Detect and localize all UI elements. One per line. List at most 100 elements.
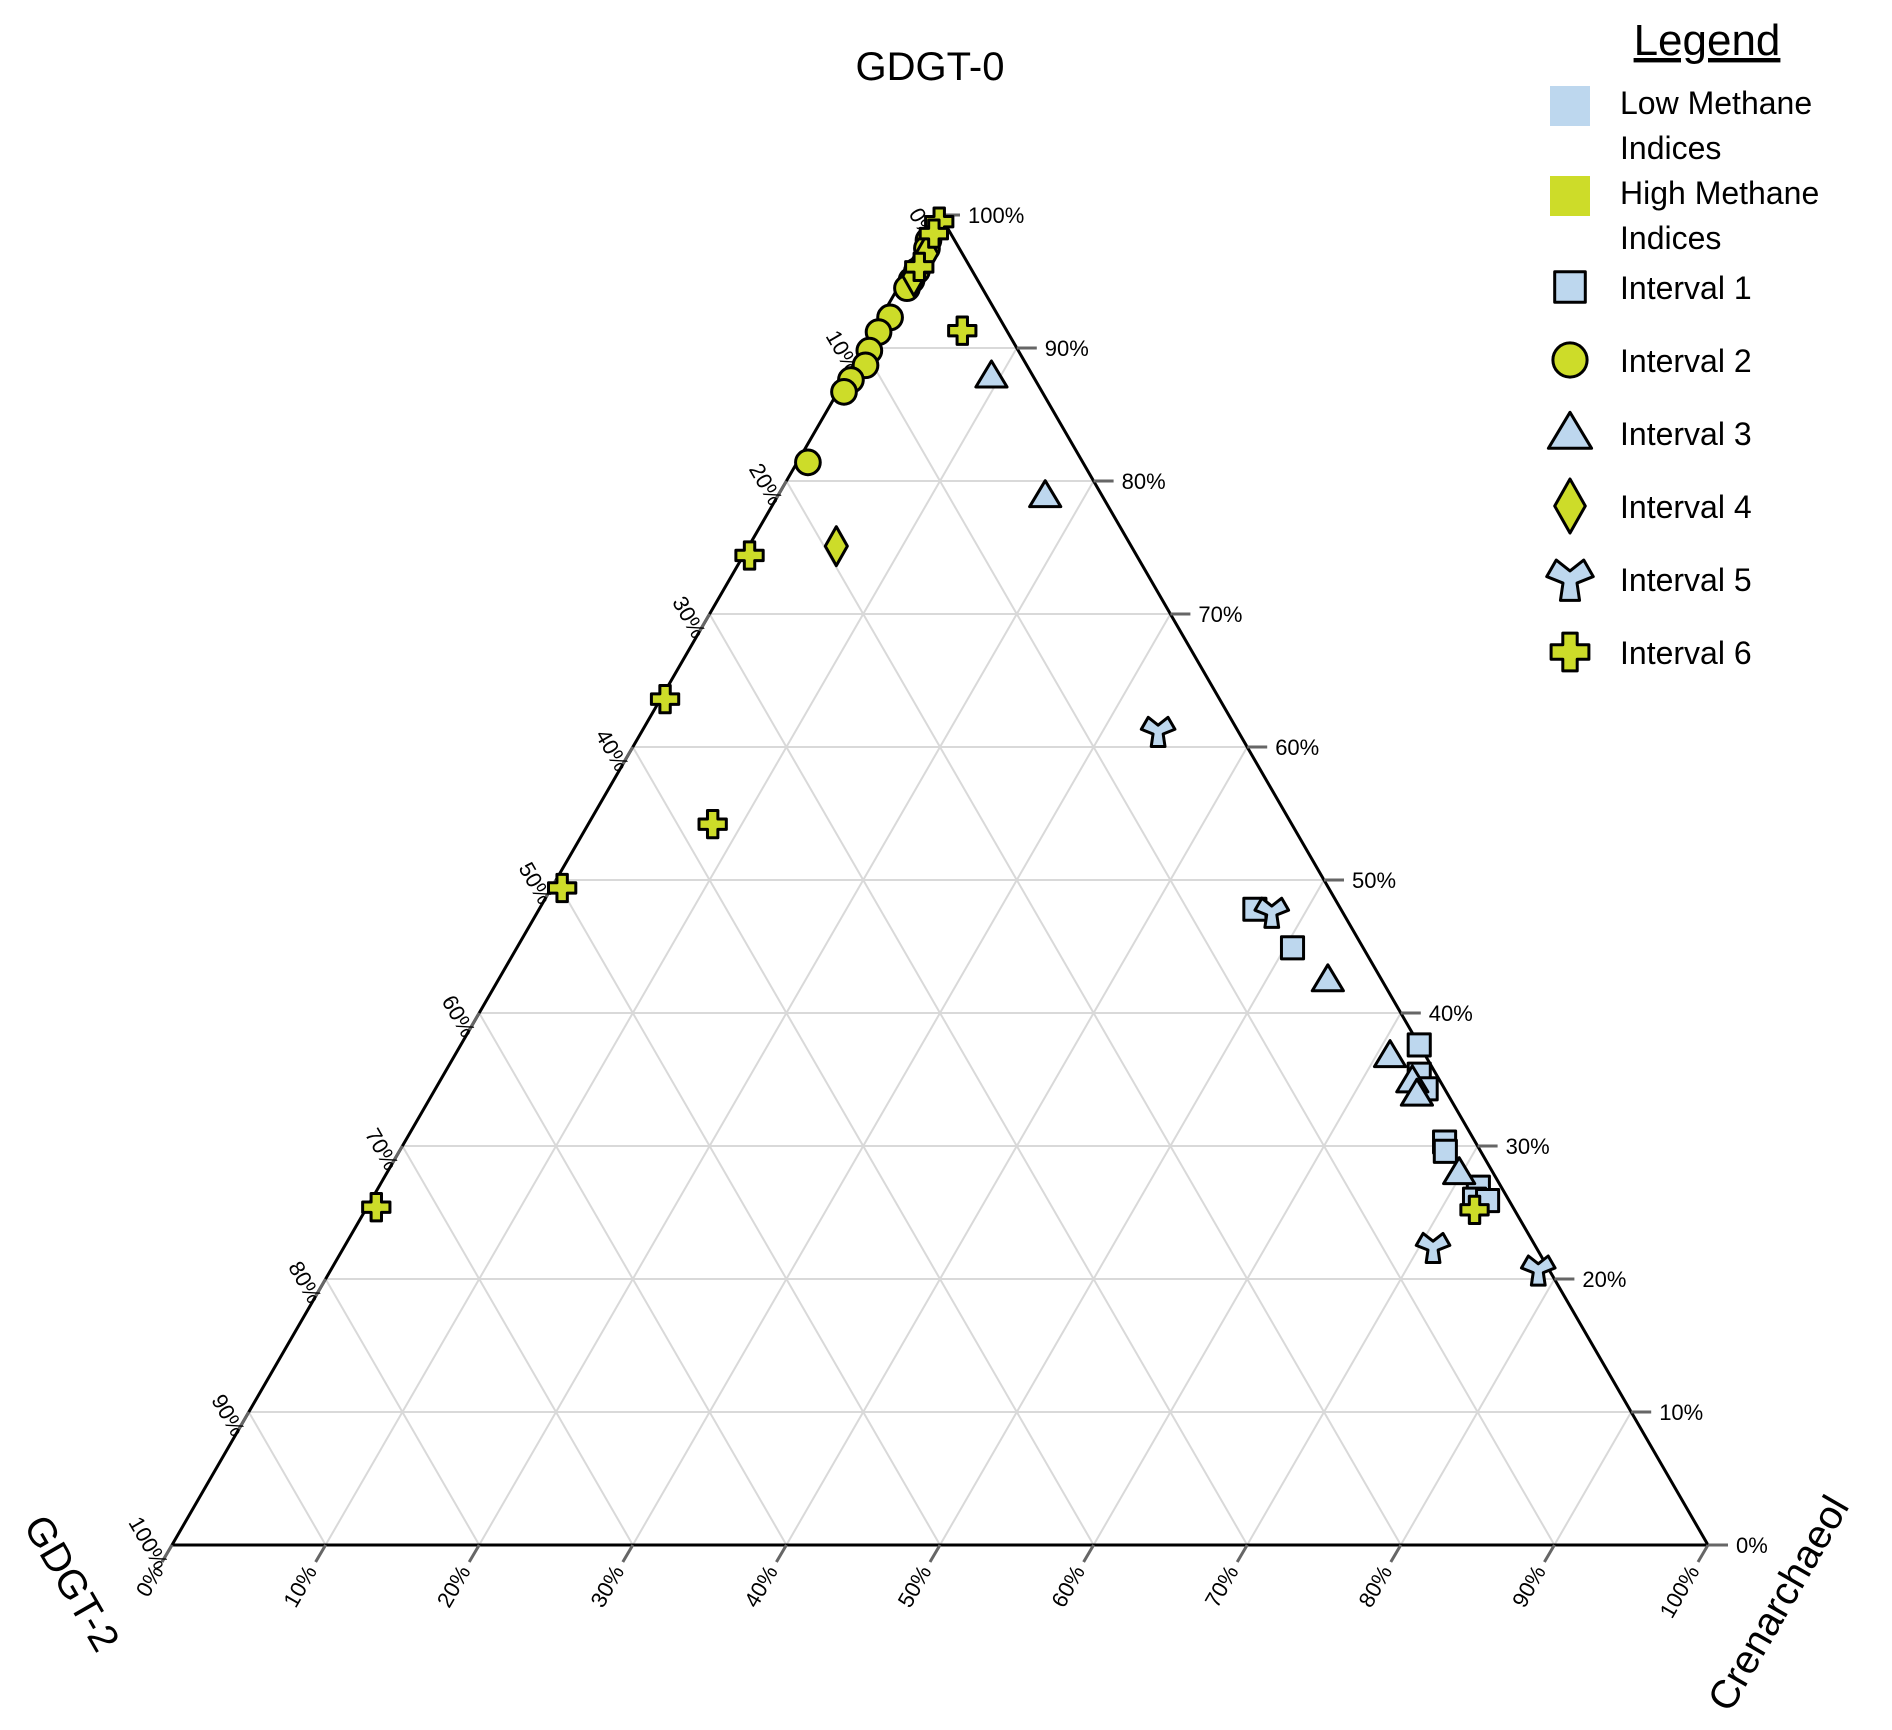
tick-label-crenarchaeol: 30% — [585, 1561, 629, 1612]
tick-label-gdgt0: 30% — [1506, 1134, 1550, 1159]
data-point-interval-2 — [830, 378, 858, 406]
tick-gdgt2 — [467, 1012, 481, 1031]
data-point-interval-6 — [649, 683, 681, 715]
legend-title: Legend — [1634, 16, 1781, 65]
data-point-interval-5 — [1139, 715, 1177, 748]
tick-label-gdgt2: 40% — [590, 725, 634, 776]
data-point-interval-6 — [1459, 1194, 1490, 1225]
tick-crenarchaeol — [621, 1544, 635, 1563]
legend-marker — [1549, 631, 1591, 673]
tick-label-gdgt2: 70% — [360, 1124, 404, 1175]
axis-title-gdgt0: GDGT-0 — [856, 45, 1005, 89]
legend-label: Interval 2 — [1620, 343, 1752, 379]
data-point-interval-3 — [1399, 1077, 1435, 1107]
tick-label-gdgt2: 30% — [667, 592, 711, 643]
tick-gdgt2 — [391, 1145, 404, 1164]
data-point-interval-6 — [904, 251, 935, 283]
data-point-interval-1 — [1279, 935, 1306, 961]
tick-crenarchaeol — [1082, 1544, 1095, 1563]
data-points — [361, 206, 1557, 1287]
grid-line-crenarchaeol — [1553, 1411, 1633, 1546]
axis-title-crenarchaeol: Crenarchaeol — [1700, 1489, 1858, 1719]
tick-crenarchaeol — [775, 1544, 788, 1563]
data-point-interval-3 — [1028, 479, 1063, 509]
legend-marker — [1546, 410, 1594, 450]
tick-label-gdgt0: 90% — [1045, 336, 1089, 361]
tick-label-crenarchaeol: 10% — [278, 1561, 322, 1612]
tick-label-crenarchaeol: 70% — [1200, 1561, 1244, 1612]
tick-crenarchaeol — [1696, 1544, 1710, 1563]
legend-label: Indices — [1620, 220, 1721, 256]
data-point-interval-1 — [1432, 1138, 1458, 1164]
tick-label-gdgt0: 40% — [1429, 1001, 1473, 1026]
data-point-interval-3 — [1310, 963, 1345, 993]
legend-marker — [1551, 341, 1589, 379]
data-point-interval-5 — [1519, 1254, 1557, 1287]
legend-marker — [1553, 270, 1587, 304]
grid-line-crenarchaeol — [939, 879, 1325, 1546]
tick-gdgt2 — [698, 613, 711, 632]
legend-marker — [1553, 477, 1587, 535]
tick-label-gdgt2: 90% — [206, 1390, 250, 1441]
tick-label-gdgt2: 60% — [437, 991, 481, 1042]
grid-line-crenarchaeol — [1246, 1145, 1479, 1546]
tick-crenarchaeol — [928, 1544, 942, 1563]
tick-crenarchaeol — [1235, 1544, 1249, 1563]
grid-lines — [247, 347, 1633, 1546]
data-point-interval-2 — [794, 448, 822, 477]
tick-crenarchaeol — [314, 1544, 327, 1563]
legend-label: Indices — [1620, 130, 1721, 166]
tick-marks — [160, 213, 1728, 1563]
tick-crenarchaeol — [1543, 1544, 1556, 1563]
data-point-interval-1 — [1406, 1032, 1432, 1058]
data-point-interval-3 — [1442, 1156, 1477, 1186]
tick-label-gdgt0: 10% — [1659, 1400, 1703, 1425]
tick-label-gdgt0: 20% — [1582, 1267, 1626, 1292]
grid-line-gdgt2 — [401, 1145, 634, 1546]
tick-label-gdgt0: 0% — [1736, 1533, 1768, 1558]
legend: Legend Low Methane Indices High Methane Ind… — [1545, 16, 1819, 673]
grid-line-gdgt2 — [708, 613, 1249, 1546]
tick-gdgt2 — [775, 480, 788, 499]
data-point-interval-6 — [546, 872, 578, 904]
tick-crenarchaeol — [467, 1544, 481, 1563]
grid-line-crenarchaeol — [1399, 1278, 1556, 1546]
tick-label-gdgt0: 50% — [1352, 868, 1396, 893]
grid-line-crenarchaeol — [1092, 1012, 1402, 1546]
tick-label-crenarchaeol: 100% — [1655, 1561, 1705, 1622]
legend-label: Interval 5 — [1620, 562, 1752, 598]
legend-label: Low Methane — [1620, 85, 1812, 121]
tick-gdgt2 — [314, 1278, 327, 1297]
data-point-interval-3 — [974, 359, 1009, 389]
axis-title-gdgt2: GDGT-2 — [15, 1508, 128, 1659]
data-point-interval-4 — [823, 525, 849, 568]
legend-label: Interval 3 — [1620, 416, 1752, 452]
data-point-interval-6 — [947, 315, 978, 346]
data-point-interval-6 — [734, 540, 765, 571]
legend-label: Interval 6 — [1620, 635, 1752, 671]
tick-gdgt2 — [621, 746, 635, 765]
tick-gdgt2 — [160, 1544, 174, 1563]
tick-crenarchaeol — [1389, 1544, 1403, 1563]
grid-line-crenarchaeol — [324, 347, 1018, 1546]
legend-label: Interval 1 — [1620, 270, 1752, 306]
legend-swatch — [1550, 176, 1590, 216]
data-point-interval-5 — [1253, 896, 1291, 929]
data-point-interval-3 — [1372, 1039, 1408, 1069]
tick-label-gdgt0: 60% — [1275, 735, 1319, 760]
tick-label-crenarchaeol: 40% — [739, 1561, 783, 1612]
legend-label: High Methane — [1620, 175, 1819, 211]
tick-label-gdgt2: 80% — [283, 1257, 327, 1308]
tick-label-crenarchaeol: 80% — [1353, 1561, 1397, 1612]
data-point-interval-6 — [918, 218, 950, 249]
tick-label-gdgt2: 100% — [124, 1512, 174, 1573]
tick-label-crenarchaeol: 60% — [1046, 1561, 1090, 1612]
tick-gdgt2 — [237, 1411, 251, 1430]
tick-label-crenarchaeol: 20% — [432, 1561, 476, 1612]
legend-label: Interval 4 — [1620, 489, 1752, 525]
data-point-interval-6 — [697, 808, 728, 840]
tick-label-gdgt2: 20% — [744, 459, 788, 510]
grid-line-gdgt2 — [247, 1411, 327, 1546]
tick-label-gdgt0: 80% — [1122, 469, 1166, 494]
